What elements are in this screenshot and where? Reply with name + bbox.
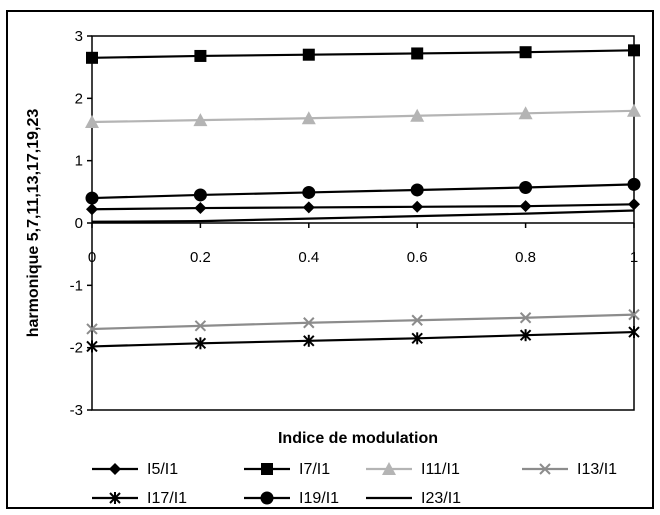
y-axis-title: harmonique 5,7,11,13,17,19,23 <box>25 109 42 338</box>
legend-label-i5-i1: I5/I1 <box>147 461 178 478</box>
data-point-i19-i1 <box>193 188 207 202</box>
legend-label-i19-i1: I19/I1 <box>299 490 339 507</box>
legend-marker-i7-i1 <box>261 463 273 475</box>
data-point-i17-i1 <box>628 326 640 339</box>
legend-label-i7-i1: I7/I1 <box>299 461 330 478</box>
data-point-i7-i1 <box>411 47 424 60</box>
data-point-i11-i1 <box>518 106 533 120</box>
data-point-i13-i1 <box>194 320 207 332</box>
x-tick-label: 0.6 <box>407 249 428 266</box>
data-point-i13-i1 <box>303 317 315 329</box>
y-tick-label: -3 <box>70 402 83 419</box>
y-tick-label: -2 <box>70 340 83 357</box>
data-point-i7-i1 <box>302 48 315 61</box>
data-point-i7-i1 <box>86 51 98 64</box>
legend-marker-i13-i1 <box>539 463 551 475</box>
data-point-i5-i1 <box>519 200 532 213</box>
y-tick-label: 3 <box>75 28 83 45</box>
data-point-i13-i1 <box>628 308 640 321</box>
data-point-i5-i1 <box>628 198 640 211</box>
plot-layer: -3 -2 -1 0 1 2 3 0 0.2 0.4 0.6 0.8 1 <box>70 28 641 419</box>
data-point-i11-i1 <box>301 111 316 125</box>
data-point-i11-i1 <box>193 113 208 127</box>
y-tick-label: 2 <box>75 90 83 107</box>
data-point-i13-i1 <box>411 314 423 326</box>
data-point-i5-i1 <box>194 202 207 215</box>
data-point-i5-i1 <box>411 200 424 213</box>
legend-label-i11-i1: I11/I1 <box>421 461 460 478</box>
data-point-i17-i1 <box>303 334 315 347</box>
x-tick-label: 0.8 <box>515 249 536 266</box>
y-tick-label: 0 <box>75 215 83 232</box>
series-line-i7-i1 <box>91 49 635 59</box>
legend: I5/I1 I7/I1 I11/I1 I13/I1 I17/I1 I19/I1 I23/I1 <box>92 461 617 507</box>
data-point-i11-i1 <box>627 103 641 117</box>
data-point-i11-i1 <box>85 115 99 129</box>
data-point-i7-i1 <box>194 49 207 62</box>
chart-svg: -3 -2 -1 0 1 2 3 0 0.2 0.4 0.6 0.8 1 Indice de modul… <box>25 28 641 507</box>
legend-marker-i17-i1 <box>109 492 121 504</box>
series-line-i13-i1 <box>91 313 635 331</box>
legend-marker-i11-i1 <box>382 462 396 475</box>
series-line-i5-i1 <box>91 203 635 211</box>
data-point-i5-i1 <box>86 203 98 216</box>
data-point-i17-i1 <box>86 340 98 353</box>
x-tick-label: 0 <box>88 249 96 266</box>
y-tick-label: 1 <box>75 153 83 170</box>
y-tick-label: -1 <box>70 277 83 294</box>
x-tick-label: 1 <box>630 249 638 266</box>
x-tick-label: 0.4 <box>298 249 319 266</box>
data-point-i7-i1 <box>519 46 532 59</box>
series-line-i17-i1 <box>91 330 635 348</box>
legend-label-i23-i1: I23/I1 <box>421 490 461 507</box>
x-axis-title: Indice de modulation <box>278 430 438 447</box>
legend-marker-i19-i1 <box>260 491 274 505</box>
data-point-i13-i1 <box>86 323 98 335</box>
legend-label-i17-i1: I17/I1 <box>147 490 187 507</box>
x-tick-label: 0.2 <box>190 249 211 266</box>
legend-label-i13-i1: I13/I1 <box>577 461 617 478</box>
series-line-i11-i1 <box>91 109 635 124</box>
data-point-i17-i1 <box>194 337 207 350</box>
data-point-i11-i1 <box>410 108 425 122</box>
data-point-i17-i1 <box>519 329 532 342</box>
data-point-i19-i1 <box>85 191 99 205</box>
legend-marker-i5-i1 <box>109 463 121 475</box>
data-point-i13-i1 <box>519 312 532 324</box>
data-point-i17-i1 <box>411 332 423 345</box>
data-point-i19-i1 <box>410 183 424 197</box>
data-point-i19-i1 <box>302 185 316 199</box>
data-point-i19-i1 <box>627 177 641 191</box>
data-point-i5-i1 <box>302 201 315 214</box>
data-point-i7-i1 <box>628 44 640 57</box>
chart-frame: -3 -2 -1 0 1 2 3 0 0.2 0.4 0.6 0.8 1 Indice de modul… <box>6 10 654 509</box>
series-line-i19-i1 <box>91 183 635 200</box>
series-line-i23-i1 <box>91 209 635 223</box>
data-point-i19-i1 <box>519 180 533 194</box>
